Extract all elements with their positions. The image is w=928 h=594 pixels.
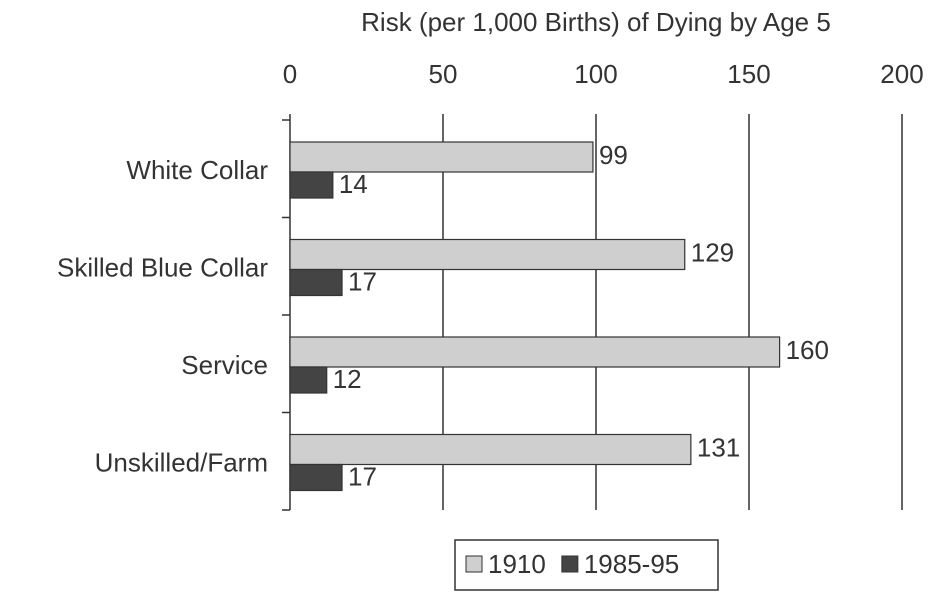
y-tick-label: Service [181,350,268,380]
legend-label: 1985-95 [584,549,679,579]
data-label: 12 [333,364,362,394]
x-tick-label: 0 [283,59,297,89]
data-label: 17 [348,461,377,491]
data-label: 99 [599,140,628,170]
y-tick-label: White Collar [126,155,268,185]
bar [289,141,594,173]
legend-box [454,539,719,591]
bar [289,336,781,368]
y-tick-label: Skilled Blue Collar [57,252,268,282]
legend-label: 1910 [488,549,546,579]
x-tick-label: 150 [727,59,770,89]
data-label: 160 [786,335,829,365]
data-label: 17 [348,266,377,296]
data-label: 14 [339,169,368,199]
data-label: 129 [691,237,734,267]
legend-swatch [465,555,483,573]
bar [289,433,692,466]
legend-swatch [561,555,579,573]
x-tick-label: 100 [574,59,617,89]
x-tick-label: 50 [429,59,458,89]
y-tick-label: Unskilled/Farm [95,447,268,477]
bar [289,366,328,394]
x-axis-title: Risk (per 1,000 Births) of Dying by Age … [361,7,831,37]
bar [289,268,343,297]
bar [289,463,343,492]
bar [289,238,686,271]
data-label: 131 [697,432,740,462]
bar [289,171,334,199]
x-tick-label: 200 [880,59,923,89]
